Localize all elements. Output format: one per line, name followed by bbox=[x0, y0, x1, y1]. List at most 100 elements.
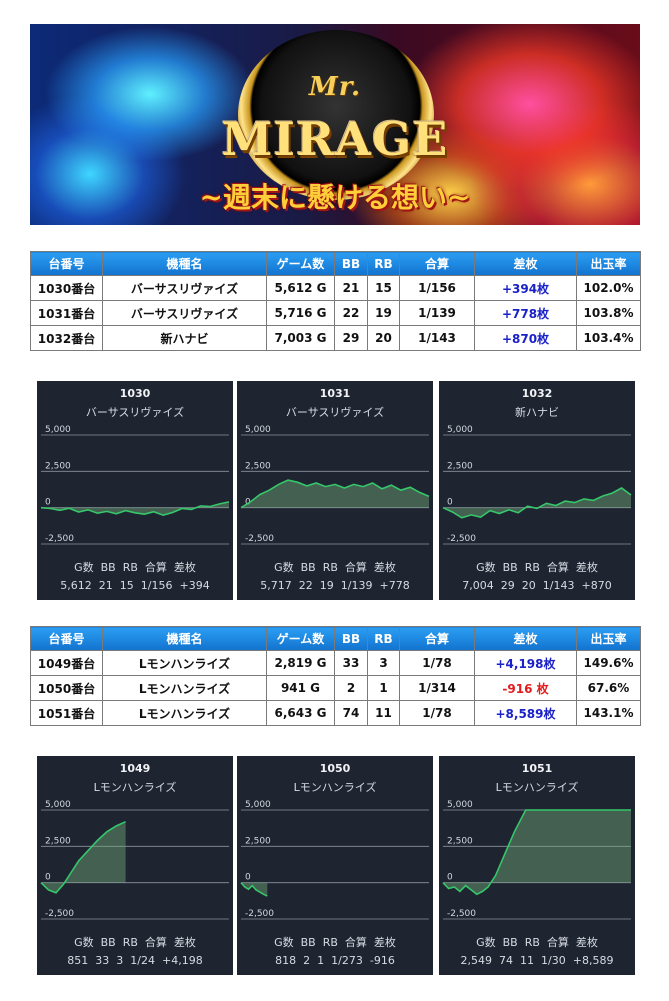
panel-machine-name: 新ハナビ bbox=[515, 406, 559, 419]
header-combined: 合算 bbox=[399, 251, 475, 276]
header-machine-number: 台番号 bbox=[30, 626, 103, 651]
medal-difference: +778枚 bbox=[474, 300, 577, 326]
stat-label-combined: 合算 bbox=[546, 936, 569, 949]
panel-machine-number: 1031 bbox=[319, 387, 351, 400]
slump-chart-1049: 5,000 2,500 0 -2,500 bbox=[40, 800, 229, 920]
y-tick-label: 2,500 bbox=[45, 836, 71, 846]
table-header-row: 台番号 機種名 ゲーム数 BB RB 合算 差枚 出玉率 bbox=[30, 251, 641, 276]
rb-count: 15 bbox=[367, 275, 400, 301]
y-tick-label: 2,500 bbox=[45, 461, 71, 471]
combined-ratio: 1/139 bbox=[399, 300, 475, 326]
header-difference: 差枚 bbox=[474, 626, 577, 651]
machine-name: Lモンハンライズ bbox=[102, 650, 267, 676]
stat-diff: +778 bbox=[379, 579, 410, 592]
machine-number: 1032番台 bbox=[30, 325, 103, 351]
series-line bbox=[40, 501, 230, 517]
machine-name: バーサスリヴァイズ bbox=[102, 275, 267, 301]
game-count: 2,819 G bbox=[266, 650, 335, 676]
panel-stats: G数 BB RB 合算 差枚 5,717 22 19 1/139 +778 bbox=[237, 559, 433, 595]
machine-number: 1049番台 bbox=[30, 650, 103, 676]
stat-label-games: G数 bbox=[274, 561, 294, 574]
stat-label-diff: 差枚 bbox=[173, 936, 196, 949]
stat-diff: +394 bbox=[179, 579, 210, 592]
stat-label-games: G数 bbox=[476, 561, 496, 574]
stat-games: 851 bbox=[67, 954, 89, 967]
stat-label-diff: 差枚 bbox=[173, 561, 196, 574]
payout-rate: 103.4% bbox=[576, 325, 641, 351]
panel-machine-name: Lモンハンライズ bbox=[293, 781, 377, 794]
medal-difference: -916 枚 bbox=[474, 675, 577, 701]
y-tick-label: 0 bbox=[45, 873, 51, 883]
series-line bbox=[442, 487, 632, 519]
slump-chart-1050: 5,000 2,500 0 -2,500 bbox=[240, 800, 429, 920]
stat-label-bb: BB bbox=[502, 561, 518, 574]
header-combined: 合算 bbox=[399, 626, 475, 651]
y-tick-label: 5,000 bbox=[45, 800, 71, 810]
stat-label-rb: RB bbox=[122, 561, 138, 574]
header-payout-rate: 出玉率 bbox=[576, 251, 641, 276]
stat-label-rb: RB bbox=[322, 561, 338, 574]
header-rb: RB bbox=[367, 251, 400, 276]
y-tick-label: -2,500 bbox=[447, 909, 476, 919]
header-bb: BB bbox=[334, 251, 368, 276]
bb-count: 22 bbox=[334, 300, 368, 326]
rb-count: 3 bbox=[367, 650, 400, 676]
panel-machine-name: バーサスリヴァイズ bbox=[285, 406, 385, 419]
medal-difference: +4,198枚 bbox=[474, 650, 577, 676]
panel-stats: G数 BB RB 合算 差枚 851 33 3 1/24 +4,198 bbox=[37, 934, 233, 970]
combined-ratio: 1/314 bbox=[399, 675, 475, 701]
header-rb: RB bbox=[367, 626, 400, 651]
stat-bb: 29 bbox=[500, 579, 515, 592]
machine-name: バーサスリヴァイズ bbox=[102, 300, 267, 326]
game-count: 941 G bbox=[266, 675, 335, 701]
panel-machine-name: Lモンハンライズ bbox=[93, 781, 177, 794]
stat-label-games: G数 bbox=[74, 561, 94, 574]
y-tick-label: 0 bbox=[245, 873, 251, 883]
stat-bb: 2 bbox=[303, 954, 311, 967]
stat-label-combined: 合算 bbox=[144, 561, 167, 574]
machine-number: 1030番台 bbox=[30, 275, 103, 301]
game-count: 5,612 G bbox=[266, 275, 335, 301]
series-area bbox=[443, 488, 631, 518]
panel-stats: G数 BB RB 合算 差枚 2,549 74 11 1/30 +8,589 bbox=[439, 934, 635, 970]
stat-label-combined: 合算 bbox=[344, 936, 367, 949]
payout-rate: 149.6% bbox=[576, 650, 641, 676]
panel-machine-number: 1032 bbox=[521, 387, 553, 400]
stat-rb: 1 bbox=[317, 954, 325, 967]
panel-machine-number: 1051 bbox=[521, 762, 553, 775]
combined-ratio: 1/143 bbox=[399, 325, 475, 351]
bb-count: 74 bbox=[334, 700, 368, 726]
stat-label-combined: 合算 bbox=[546, 561, 569, 574]
panel-stats: G数 BB RB 合算 差枚 5,612 21 15 1/156 +394 bbox=[37, 559, 233, 595]
combined-ratio: 1/78 bbox=[399, 700, 475, 726]
game-count: 5,716 G bbox=[266, 300, 335, 326]
y-tick-label: -2,500 bbox=[245, 909, 274, 919]
medal-difference: +8,589枚 bbox=[474, 700, 577, 726]
stat-combined: 1/273 bbox=[331, 954, 363, 967]
series-area bbox=[241, 480, 429, 508]
game-count: 6,643 G bbox=[266, 700, 335, 726]
series-line bbox=[240, 479, 430, 509]
stat-label-diff: 差枚 bbox=[373, 936, 396, 949]
stat-combined: 1/139 bbox=[340, 579, 373, 592]
stat-diff: +8,589 bbox=[572, 954, 614, 967]
header-difference: 差枚 bbox=[474, 251, 577, 276]
stat-bb: 22 bbox=[298, 579, 313, 592]
stat-combined: 1/156 bbox=[140, 579, 173, 592]
y-tick-label: -2,500 bbox=[45, 909, 74, 919]
stat-games: 2,549 bbox=[460, 954, 493, 967]
rb-count: 20 bbox=[367, 325, 400, 351]
stat-combined: 1/143 bbox=[542, 579, 575, 592]
chart-panel-1030: 1030 バーサスリヴァイズ 5,000 2,500 0 -2,500 G数 BB RB 合… bbox=[37, 381, 233, 600]
chart-panel-1050: 1050 Lモンハンライズ 5,000 2,500 0 -2,500 G数 BB RB 合算… bbox=[237, 756, 433, 975]
stat-label-bb: BB bbox=[300, 936, 316, 949]
bb-count: 29 bbox=[334, 325, 368, 351]
machine-results-table-1: 台番号 機種名 ゲーム数 BB RB 合算 差枚 出玉率 1030番台 バーサス… bbox=[30, 251, 641, 351]
stat-games: 818 bbox=[275, 954, 297, 967]
payout-rate: 102.0% bbox=[576, 275, 641, 301]
stat-label-games: G数 bbox=[274, 936, 294, 949]
stat-rb: 3 bbox=[116, 954, 124, 967]
bb-count: 2 bbox=[334, 675, 368, 701]
rb-count: 11 bbox=[367, 700, 400, 726]
header-machine-number: 台番号 bbox=[30, 251, 103, 276]
